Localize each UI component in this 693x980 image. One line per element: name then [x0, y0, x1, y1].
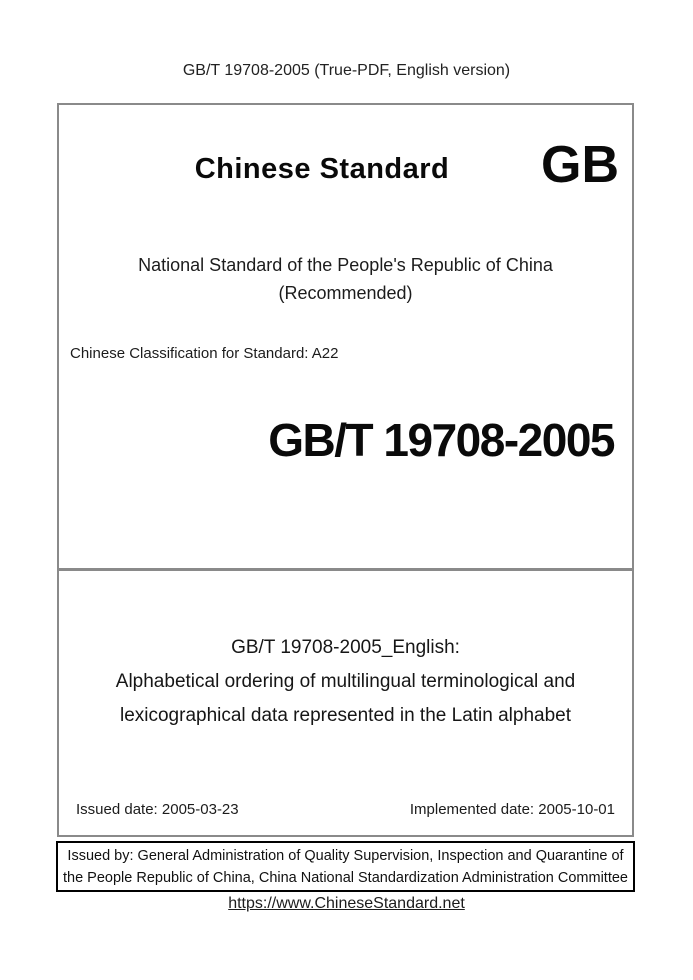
dates-row: Issued date: 2005-03-23 Implemented date…: [76, 801, 615, 818]
standard-number: GB/T 19708-2005: [268, 414, 615, 466]
issuer-box: Issued by: General Administration of Qua…: [56, 841, 635, 892]
english-title-line1: Alphabetical ordering of multilingual te…: [115, 671, 576, 692]
site-link[interactable]: https://www.ChineseStandard.net: [228, 895, 465, 912]
national-standard-line: National Standard of the People's Republ…: [138, 255, 553, 275]
document-footer: https://www.ChineseStandard.net: [0, 895, 693, 913]
issuer-line1: Issued by: General Administration of Qua…: [67, 847, 624, 864]
english-title: GB/T 19708-2005_English: Alphabetical or…: [59, 631, 632, 733]
cover-subtitle: National Standard of the People's Republ…: [59, 251, 632, 307]
issued-date: Issued date: 2005-03-23: [76, 801, 239, 818]
english-title-heading: GB/T 19708-2005_English:: [231, 637, 460, 658]
implemented-date: Implemented date: 2005-10-01: [409, 801, 615, 818]
recommended-line: (Recommended): [278, 283, 413, 303]
gb-logo: GB: [541, 136, 619, 194]
document-header-title: GB/T 19708-2005 (True-PDF, English versi…: [182, 62, 511, 79]
cover-box: Chinese Standard GB National Standard of…: [57, 103, 634, 570]
english-title-line2: lexicographical data represented in the …: [119, 705, 572, 726]
classification-text: Chinese Classification for Standard: A22: [70, 345, 339, 362]
brand-title: Chinese Standard: [194, 153, 450, 185]
english-title-box: GB/T 19708-2005_English: Alphabetical or…: [57, 569, 634, 837]
issuer-line2: the People Republic of China, China Nati…: [62, 869, 628, 886]
